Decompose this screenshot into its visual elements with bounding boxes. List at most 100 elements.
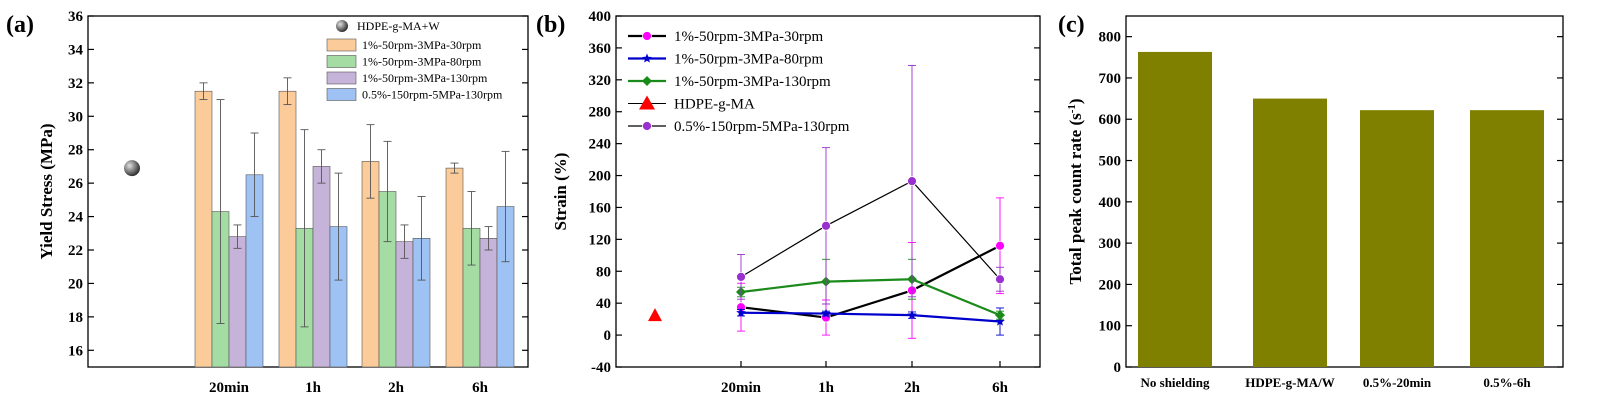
b-ytick-label: 280 — [589, 105, 612, 121]
a-ytick-label: 30 — [68, 109, 83, 125]
c-ytick-label: 300 — [1099, 236, 1122, 252]
a-bar — [479, 238, 498, 368]
b-legend-label: 1%-50rpm-3MPa-80rpm — [674, 52, 823, 68]
a-y-axis-title: Yield Stress (MPa) — [37, 124, 56, 260]
b-ytick-label: 40 — [596, 296, 611, 312]
panel-a-yield-stress-chart: (a) 16 18 20 22 24 26 28 30 32 34 36 Yield Stress (… — [6, 9, 529, 396]
b-ytick-label: 360 — [589, 41, 612, 57]
a-bar — [445, 167, 464, 368]
b-data-point — [907, 310, 917, 320]
a-ytick-label: 28 — [68, 143, 83, 159]
c-bar — [1470, 110, 1544, 368]
a-ytick-label: 32 — [68, 76, 83, 92]
a-xtick-label: 20min — [209, 380, 250, 396]
b-series-line — [740, 180, 1001, 280]
a-legend-swatch — [326, 88, 357, 101]
a-legend-swatch — [326, 55, 357, 68]
c-ytick-label: 800 — [1099, 30, 1122, 46]
c-y-axis-title-sup: -1 — [1066, 104, 1078, 113]
a-legend-label: 1%-50rpm-3MPa-80rpm — [362, 55, 482, 69]
b-ytick-label: 80 — [596, 264, 611, 280]
b-xtick-label: 20min — [721, 380, 762, 396]
b-ytick-label: 160 — [589, 200, 612, 216]
b-ytick-label: 400 — [589, 9, 612, 25]
a-bar — [312, 166, 331, 368]
c-y-axis-title-main: Total peak count rate (s — [1066, 113, 1085, 285]
a-legend-label: 1%-50rpm-3MPa-130rpm — [362, 71, 488, 85]
panel-c-peak-count-chart: (c) 0 100 200 300 400 500 600 700 800 Total peak … — [1058, 12, 1564, 390]
a-bar — [278, 90, 297, 368]
b-data-point — [995, 274, 1005, 285]
c-bar — [1138, 51, 1212, 368]
b-legend-marker — [642, 121, 652, 131]
b-data-point — [907, 176, 917, 187]
a-bar — [228, 236, 247, 368]
b-data-point — [821, 308, 831, 318]
b-ytick-label: 320 — [589, 73, 612, 89]
a-legend-label: 1%-50rpm-3MPa-30rpm — [362, 38, 482, 52]
b-data-point — [995, 240, 1005, 251]
b-data-point — [736, 271, 746, 282]
c-xtick-label: 0.5%-20min — [1363, 375, 1432, 390]
panel-b-strain-chart: (b) -40 0 40 80 120 160 200 240 280 320 360 400 Stra… — [536, 9, 1041, 396]
b-legend-marker — [642, 31, 652, 41]
a-legend-swatch — [326, 38, 357, 52]
panel-b-label: (b) — [536, 12, 565, 38]
a-ytick-label: 16 — [68, 343, 84, 359]
a-ytick-label: 36 — [68, 9, 84, 25]
c-ytick-label: 600 — [1099, 112, 1122, 128]
b-reference-point — [648, 308, 662, 322]
b-series-line — [740, 244, 1001, 319]
b-data-point — [736, 307, 746, 317]
c-ytick-label: 100 — [1099, 319, 1122, 335]
c-ytick-label: 500 — [1099, 154, 1122, 170]
b-axes-frame — [615, 15, 1041, 368]
b-legend-label: 1%-50rpm-3MPa-30rpm — [674, 29, 823, 45]
a-ytick-label: 22 — [68, 243, 83, 259]
c-y-axis-title: Total peak count rate (s-1) — [1066, 98, 1085, 284]
b-legend-marker — [642, 76, 652, 86]
b-ytick-label: 0 — [604, 328, 612, 344]
b-xtick-label: 6h — [992, 380, 1009, 396]
c-ytick-label: 0 — [1114, 360, 1122, 376]
c-bar — [1360, 110, 1434, 368]
c-y-axis-title-close: ) — [1066, 98, 1085, 104]
a-legend-label: HDPE-g-MA+W — [357, 19, 440, 33]
b-y-axis-title: Strain (%) — [551, 153, 570, 231]
a-reference-point — [124, 160, 140, 177]
c-ytick-label: 200 — [1099, 277, 1122, 293]
c-ytick-label: 700 — [1099, 71, 1122, 87]
b-legend-label: 1%-50rpm-3MPa-130rpm — [674, 74, 831, 90]
a-xtick-label: 2h — [388, 380, 405, 396]
b-series-line — [740, 311, 1001, 323]
b-data-point — [995, 316, 1005, 326]
a-ytick-label: 24 — [68, 210, 84, 226]
b-xtick-label: 1h — [818, 380, 835, 396]
b-series-line — [740, 278, 1001, 317]
a-legend-label: 0.5%-150rpm-5MPa-130rpm — [362, 88, 503, 102]
c-xtick-label: No shielding — [1141, 375, 1210, 390]
b-ytick-label: 240 — [589, 137, 612, 153]
a-ytick-label: 34 — [68, 42, 84, 58]
c-xtick-label: 0.5%-6h — [1483, 375, 1531, 390]
c-axes-frame — [1125, 15, 1564, 368]
a-xtick-label: 1h — [305, 380, 322, 396]
b-legend-marker — [639, 95, 655, 110]
b-xtick-label: 2h — [904, 380, 921, 396]
panel-c-label: (c) — [1058, 12, 1085, 38]
b-ytick-label: 200 — [589, 169, 612, 185]
b-legend-marker — [642, 53, 652, 63]
a-ytick-label: 18 — [68, 310, 83, 326]
b-data-point — [821, 220, 831, 231]
a-xtick-label: 6h — [472, 380, 489, 396]
a-ytick-label: 26 — [68, 176, 84, 192]
c-xtick-label: HDPE-g-MA/W — [1245, 375, 1335, 390]
c-ytick-label: 400 — [1099, 195, 1122, 211]
b-data-point — [995, 310, 1005, 321]
b-legend-label: HDPE-g-MA — [674, 97, 755, 113]
c-bar — [1253, 98, 1327, 368]
a-bar — [194, 90, 213, 368]
b-ytick-label: 120 — [589, 232, 612, 248]
a-legend-marker — [336, 20, 348, 32]
